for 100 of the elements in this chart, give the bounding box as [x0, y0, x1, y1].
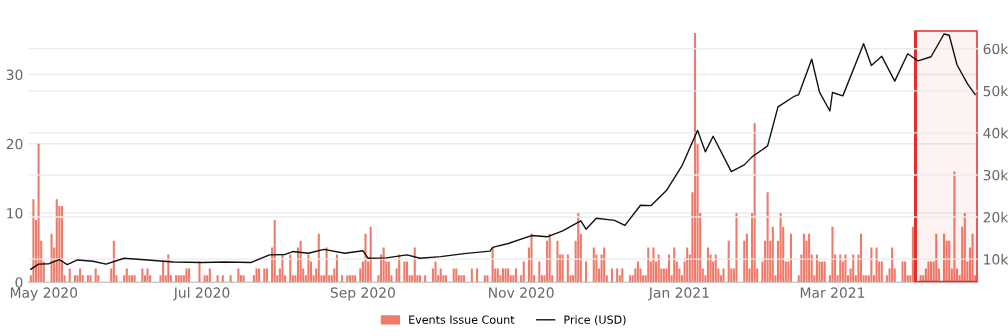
bar: [94, 268, 97, 283]
bar: [616, 268, 619, 283]
bar: [130, 275, 134, 283]
bar: [831, 226, 834, 283]
legend-label: Events Issue Count: [409, 315, 515, 324]
bar: [434, 261, 437, 283]
bar: [162, 261, 165, 283]
bar: [146, 268, 149, 283]
bar: [185, 268, 188, 283]
bar: [514, 268, 517, 283]
bar: [463, 275, 466, 283]
bar: [203, 275, 206, 283]
bar: [727, 240, 730, 283]
bar: [808, 233, 811, 283]
y2-tick-label: 60k: [983, 43, 1008, 55]
x-tick-label: May 2020: [10, 287, 78, 301]
y-tick-label: 0: [15, 277, 23, 288]
x-tick-label: Sep 2020: [330, 287, 395, 301]
bar: [911, 226, 914, 283]
bar: [802, 233, 805, 283]
y-tick-label: 10: [7, 207, 23, 219]
bar: [255, 268, 258, 283]
bar: [779, 213, 782, 283]
bar: [229, 275, 232, 283]
bar: [133, 275, 136, 283]
bar: [237, 268, 240, 283]
bar: [452, 268, 455, 283]
bar: [948, 240, 951, 283]
bar: [89, 275, 92, 283]
bar: [216, 275, 219, 283]
x-tick-label: Jul 2020: [173, 287, 230, 301]
x-tick-label: Nov 2020: [489, 287, 554, 298]
bar: [943, 233, 946, 283]
bar: [538, 261, 541, 283]
bar: [273, 219, 276, 283]
bar: [55, 199, 58, 283]
bar: [439, 268, 442, 283]
bar: [766, 192, 769, 283]
bar: [530, 233, 533, 283]
bar: [424, 275, 427, 283]
bar: [745, 233, 748, 283]
bar: [963, 213, 966, 283]
bar: [79, 268, 82, 283]
x-tick-label: Jan 2021: [648, 287, 709, 301]
bar: [351, 275, 354, 283]
bar: [953, 171, 956, 283]
bar: [501, 268, 505, 283]
bar: [364, 233, 367, 283]
bar: [771, 226, 774, 283]
bar: [522, 261, 525, 283]
bar: [584, 261, 588, 283]
bar: [455, 268, 458, 283]
bar: [859, 233, 863, 283]
bar: [971, 233, 974, 283]
bar: [556, 240, 559, 283]
bar: [221, 275, 224, 283]
bar: [753, 123, 756, 283]
bar: [32, 199, 35, 283]
bar: [935, 233, 938, 283]
bar: [418, 275, 422, 283]
bar: [470, 268, 473, 283]
bar: [242, 275, 245, 283]
bar: [904, 261, 907, 283]
bar: [476, 268, 479, 283]
bar: [68, 268, 71, 283]
bar: [919, 275, 922, 283]
y2-tick-label: 20k: [983, 211, 1008, 223]
bar: [460, 275, 463, 283]
bar: [507, 268, 510, 283]
bar: [403, 261, 406, 283]
bar: [141, 268, 144, 283]
bar: [405, 261, 409, 283]
bar: [693, 33, 697, 283]
bar: [86, 275, 89, 283]
bar: [483, 275, 486, 283]
line-series: [30, 33, 976, 270]
legend-label: Price (USD): [564, 315, 626, 326]
bar: [927, 261, 930, 283]
bar: [188, 268, 191, 283]
bar: [198, 261, 201, 283]
bar: [73, 275, 76, 283]
y2-tick-label: 50k: [983, 85, 1008, 97]
bar: [652, 247, 655, 283]
bar: [486, 275, 489, 283]
bar: [125, 268, 128, 283]
bar: [354, 275, 357, 283]
y-tick-label: 30: [6, 69, 23, 81]
x-tick-label: Mar 2021: [800, 287, 865, 298]
bar: [504, 268, 507, 283]
bar: [37, 143, 40, 283]
bar: [610, 268, 613, 283]
bar: [621, 268, 624, 283]
bar: [341, 275, 344, 283]
bar: [369, 226, 372, 283]
bar: [735, 213, 738, 283]
y2-tick-label: 30k: [983, 169, 1008, 181]
bar: [208, 268, 211, 283]
y2-tick-label: 40k: [983, 127, 1008, 139]
y2-tick-label: 10k: [984, 253, 1008, 265]
bar: [281, 254, 284, 283]
